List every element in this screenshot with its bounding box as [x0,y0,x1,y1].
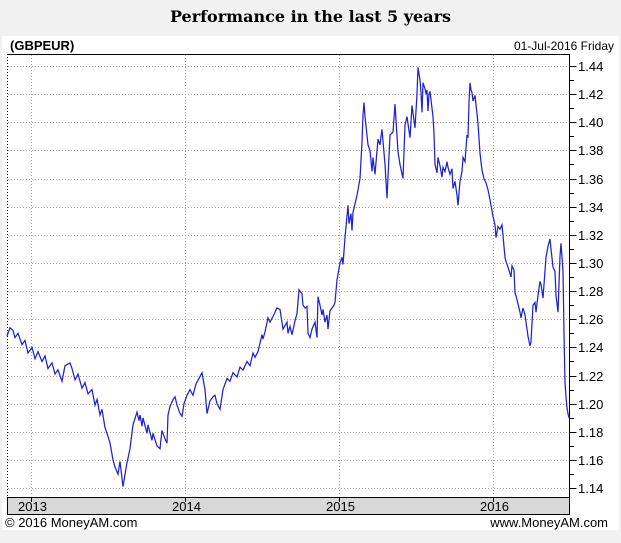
date-label: 01-Jul-2016 Friday [513,39,614,53]
y-tick-label: 1.22 [578,369,603,384]
y-tick-label: 1.34 [578,200,603,215]
y-tick-label: 1.28 [578,284,603,299]
y-tick-label: 1.36 [578,172,603,187]
y-tick-label: 1.18 [578,425,603,440]
y-tick-label: 1.40 [578,115,603,130]
y-tick-label: 1.30 [578,256,603,271]
price-line [6,67,570,487]
x-tick-label: 2013 [18,499,47,514]
chart-background [2,36,619,530]
x-tick-label: 2014 [172,499,201,514]
x-axis-band [7,497,570,515]
footer-copyright: © 2016 MoneyAM.com [5,515,138,530]
y-tick-label: 1.20 [578,397,603,412]
x-tick-label: 2016 [480,499,509,514]
y-tick-label: 1.24 [578,340,603,355]
footer-website: www.MoneyAM.com [490,515,608,530]
y-tick-label: 1.38 [578,143,603,158]
y-tick-label: 1.26 [578,312,603,327]
x-tick-label: 2015 [326,499,355,514]
y-tick-label: 1.16 [578,453,603,468]
symbol-label: (GBPEUR) [10,38,75,53]
page-title: Performance in the last 5 years [169,7,452,26]
y-tick-label: 1.14 [578,481,603,496]
y-tick-label: 1.44 [578,59,603,74]
y-tick-label: 1.32 [578,228,603,243]
y-tick-label: 1.42 [578,87,603,102]
